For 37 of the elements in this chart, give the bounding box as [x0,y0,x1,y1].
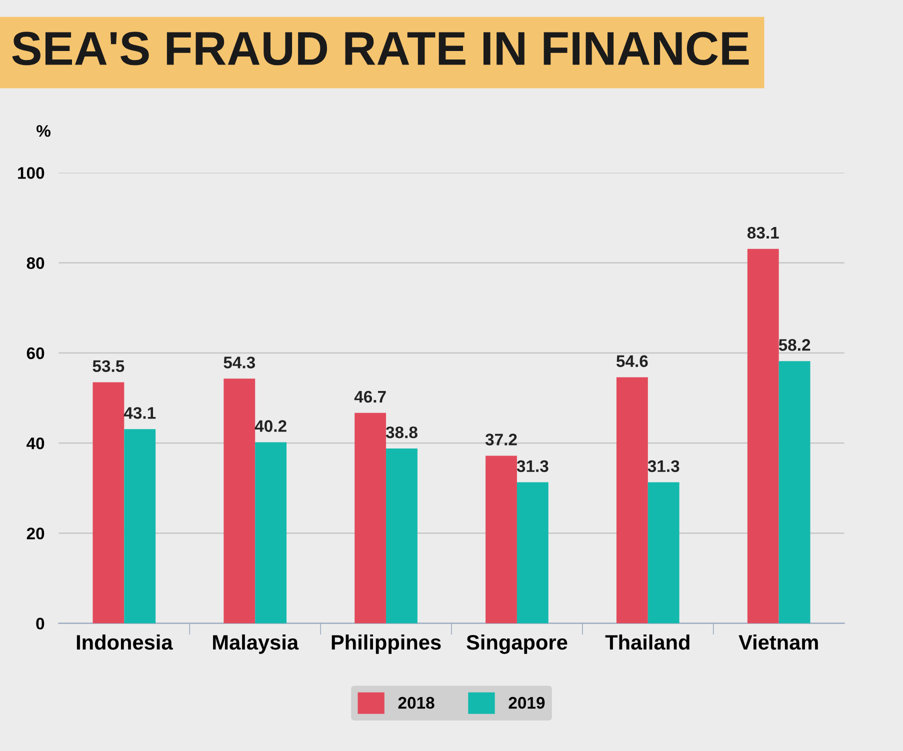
bar [224,378,256,624]
data-label: 38.8 [386,426,418,438]
x-tick-label: Singapore [466,634,568,654]
x-tick-label: Indonesia [76,634,173,650]
x-tick-label: Malaysia [213,634,299,654]
x-tick-label: Philippines [332,634,441,654]
bar [486,456,517,624]
bar [516,482,548,624]
data-label: 37.2 [485,434,517,446]
legend-label: 2019 [508,696,545,709]
legend-label: 2018 [398,696,434,709]
bar [648,482,680,624]
x-tick-label: Thailand [605,634,690,650]
y-tick-label: 20 [26,528,44,540]
bar [778,361,810,624]
y-tick-label: 40 [26,437,44,450]
chart-title: SEA'S FRAUD RATE IN FINANCE [12,32,749,66]
x-tick-label: Vietnam [738,634,818,650]
bar [616,377,648,624]
bar [386,448,418,624]
bar [124,429,156,624]
y-tick-label: 100 [18,167,44,179]
bar [354,412,386,624]
y-axis-title: % [36,125,50,137]
bar [92,382,124,624]
bar [747,248,779,624]
y-tick-label: 0 [36,618,44,630]
y-tick-label: 80 [26,257,44,270]
data-label: 53.5 [92,360,124,372]
data-label: 46.7 [354,390,386,403]
data-label: 31.3 [516,460,548,472]
data-label: 58.2 [778,339,810,351]
data-label: 83.1 [747,226,779,239]
y-tick-label: 60 [26,347,44,360]
data-label: 54.3 [224,356,256,368]
bar [255,442,287,624]
data-label: 54.6 [616,355,648,368]
